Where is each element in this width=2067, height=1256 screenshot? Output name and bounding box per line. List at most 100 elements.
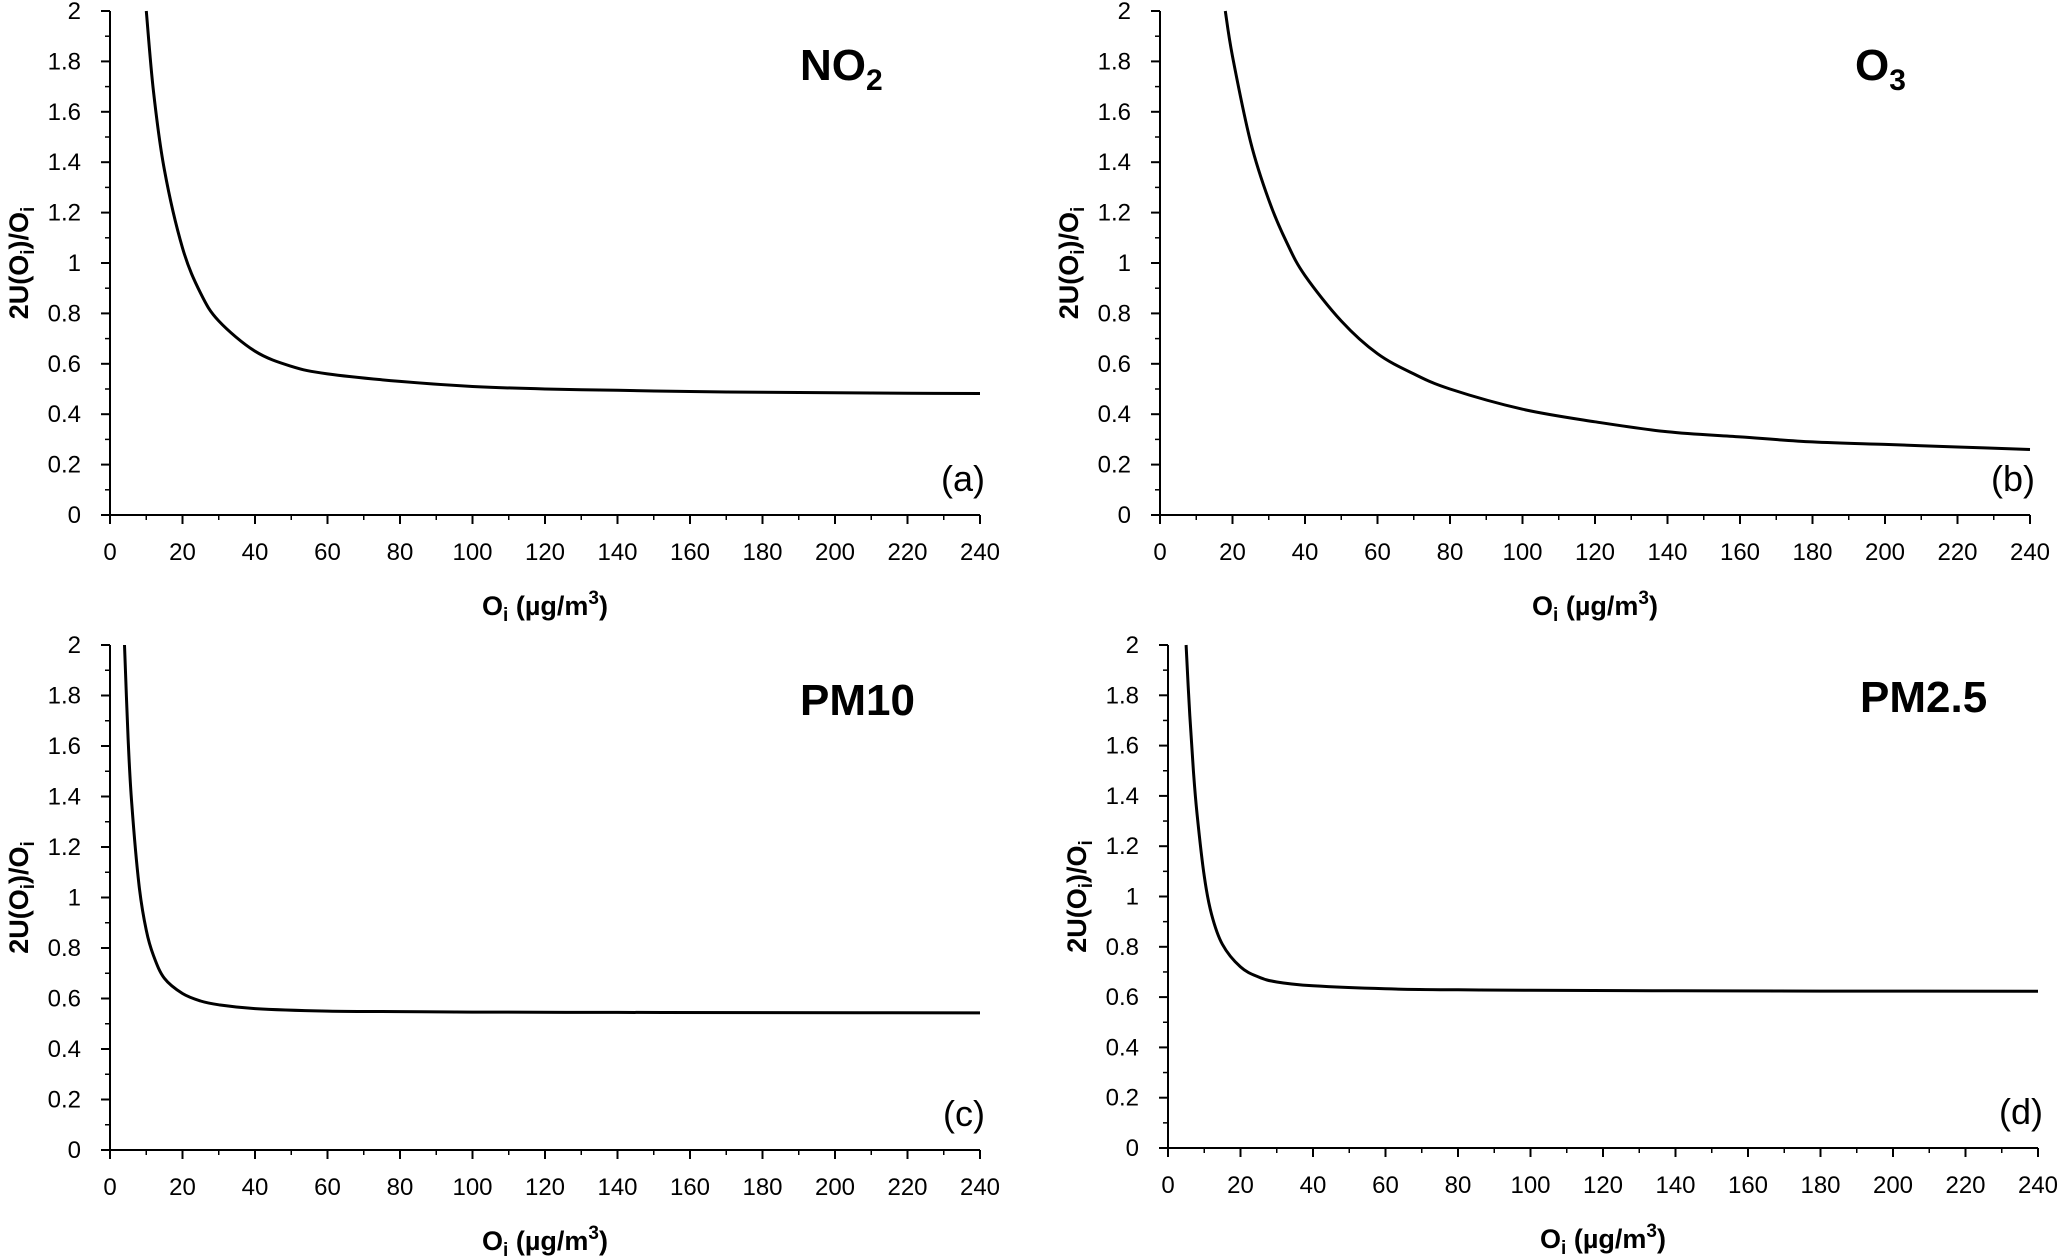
x-tick-label: 200 <box>1865 539 1905 566</box>
series-line <box>1223 10 2031 451</box>
x-tick-label: 200 <box>1873 1172 1913 1199</box>
y-tick-label: 2 <box>68 0 81 25</box>
x-tick-label: 140 <box>597 539 637 566</box>
series-line <box>1184 644 2039 993</box>
y-tick-label: 1.6 <box>1098 99 1131 126</box>
y-tick-label: 1.2 <box>1098 200 1131 227</box>
x-tick-label: 140 <box>597 1174 637 1201</box>
y-tick-label: 1 <box>1118 250 1131 277</box>
panel-label: (a) <box>941 458 985 499</box>
x-tick-label: 80 <box>387 539 414 566</box>
x-tick-label: 120 <box>1583 1172 1623 1199</box>
x-tick-label: 100 <box>452 539 492 566</box>
x-tick-label: 100 <box>452 1174 492 1201</box>
y-tick-label: 0 <box>1126 1135 1139 1162</box>
x-tick-label: 80 <box>1437 539 1464 566</box>
y-tick-label: 1.4 <box>48 149 81 176</box>
x-tick-label: 60 <box>1372 1172 1399 1199</box>
x-tick-label: 120 <box>1575 539 1615 566</box>
y-tick-label: 1 <box>1126 884 1139 911</box>
y-tick-label: 1.8 <box>48 683 81 710</box>
chart-panel-b: 00.20.40.60.811.21.41.61.820 20 40 60 80 100 1… <box>1054 0 2050 626</box>
x-tick-label: 160 <box>670 539 710 566</box>
x-tick-label: 100 <box>1502 539 1542 566</box>
x-tick-label: 0 <box>103 1174 116 1201</box>
y-tick-label: 1.8 <box>1098 48 1131 75</box>
panel-label: (b) <box>1991 458 2035 499</box>
panel-label: (d) <box>1999 1091 2043 1132</box>
y-tick-label: 0.2 <box>48 452 81 479</box>
y-tick-label: 1.6 <box>48 99 81 126</box>
y-tick-label: 0.8 <box>1098 300 1131 327</box>
panel-title: PM2.5 <box>1860 673 1987 722</box>
y-tick-label: 1.4 <box>1098 149 1131 176</box>
y-tick-label: 1.6 <box>48 733 81 760</box>
x-axis-title: Oi (µg/m3) <box>482 588 608 626</box>
x-tick-label: 40 <box>242 539 269 566</box>
x-tick-label: 20 <box>1227 1172 1254 1199</box>
y-tick-label: 0 <box>68 1137 81 1164</box>
y-tick-label: 1.2 <box>48 834 81 861</box>
chart-panel-d: 00.20.40.60.811.21.41.61.820 20 40 60 80 100 1… <box>1062 632 2058 1256</box>
y-tick-label: 0.8 <box>1106 934 1139 961</box>
x-tick-label: 140 <box>1647 539 1687 566</box>
x-tick-label: 180 <box>1792 539 1832 566</box>
x-tick-label: 0 <box>1153 539 1166 566</box>
y-tick-label: 1.4 <box>48 784 81 811</box>
x-tick-label: 0 <box>103 539 116 566</box>
panel-title: NO2 <box>800 41 883 97</box>
y-tick-label: 0.6 <box>48 351 81 378</box>
panel-title: PM10 <box>800 676 915 725</box>
x-tick-label: 180 <box>742 539 782 566</box>
x-tick-label: 20 <box>169 539 196 566</box>
y-axis-title: 2U(Oi)/Oi <box>1062 840 1097 953</box>
y-tick-label: 1.4 <box>1106 783 1139 810</box>
series-line <box>144 10 981 395</box>
y-axis-title: 2U(Oi)/Oi <box>4 207 39 320</box>
y-tick-label: 0.4 <box>48 1036 81 1063</box>
x-tick-label: 60 <box>1364 539 1391 566</box>
y-tick-label: 2 <box>1126 632 1139 659</box>
x-tick-label: 240 <box>960 1174 1000 1201</box>
y-tick-label: 1 <box>68 885 81 912</box>
y-axis-title: 2U(Oi)/Oi <box>4 841 39 954</box>
y-tick-label: 1.2 <box>48 200 81 227</box>
y-tick-label: 2 <box>1118 0 1131 25</box>
x-tick-label: 220 <box>887 539 927 566</box>
y-tick-label: 0.4 <box>1106 1034 1139 1061</box>
y-tick-label: 1.2 <box>1106 833 1139 860</box>
x-tick-label: 180 <box>1800 1172 1840 1199</box>
chart-panel-a: 00.20.40.60.811.21.41.61.820 20 40 60 80 100 1… <box>4 0 1000 626</box>
y-tick-label: 0.4 <box>1098 401 1131 428</box>
x-tick-label: 180 <box>742 1174 782 1201</box>
x-tick-label: 200 <box>815 1174 855 1201</box>
x-tick-label: 160 <box>1720 539 1760 566</box>
x-tick-label: 100 <box>1510 1172 1550 1199</box>
x-tick-label: 0 <box>1161 1172 1174 1199</box>
x-tick-label: 240 <box>2010 539 2050 566</box>
x-tick-label: 20 <box>169 1174 196 1201</box>
y-tick-label: 0.6 <box>1098 351 1131 378</box>
x-tick-label: 240 <box>2018 1172 2058 1199</box>
x-axis-title: Oi (µg/m3) <box>482 1223 608 1256</box>
y-tick-label: 0.8 <box>48 935 81 962</box>
panel-title: O3 <box>1855 41 1906 97</box>
x-tick-label: 40 <box>1300 1172 1327 1199</box>
y-tick-label: 1.6 <box>1106 733 1139 760</box>
y-tick-label: 0 <box>68 502 81 529</box>
y-tick-label: 1.8 <box>1106 682 1139 709</box>
x-tick-label: 60 <box>314 1174 341 1201</box>
y-tick-label: 0.4 <box>48 401 81 428</box>
x-tick-label: 220 <box>887 1174 927 1201</box>
x-tick-label: 140 <box>1655 1172 1695 1199</box>
y-tick-label: 1.8 <box>48 48 81 75</box>
x-tick-label: 160 <box>1728 1172 1768 1199</box>
x-tick-label: 80 <box>1445 1172 1472 1199</box>
chart-panel-c: 00.20.40.60.811.21.41.61.820 20 40 60 80 100 1… <box>4 632 1000 1256</box>
x-tick-label: 120 <box>525 539 565 566</box>
y-tick-label: 0.8 <box>48 300 81 327</box>
y-tick-label: 0.6 <box>48 986 81 1013</box>
y-axis-title: 2U(Oi)/Oi <box>1054 207 1089 320</box>
y-tick-label: 0.6 <box>1106 984 1139 1011</box>
